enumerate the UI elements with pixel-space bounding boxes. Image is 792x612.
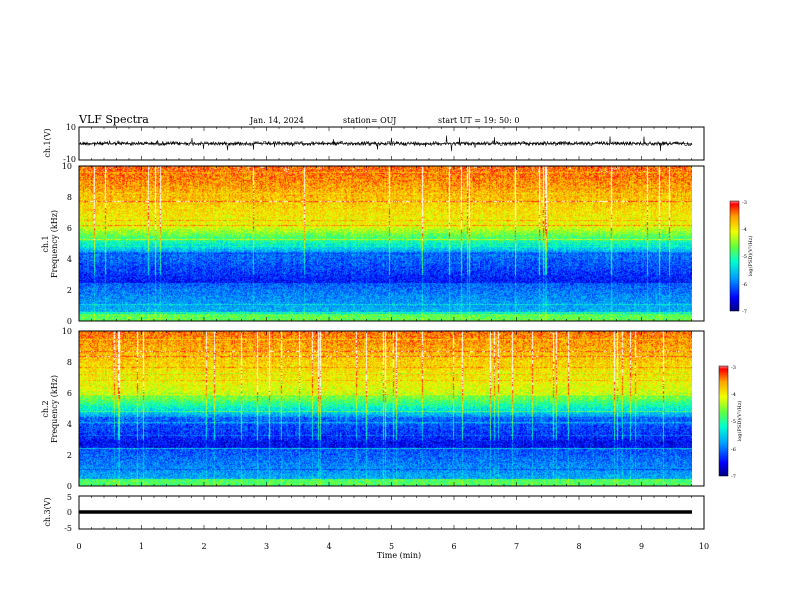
xtick-5: 5 [389, 542, 394, 551]
x-axis-title: Time (min) [377, 551, 421, 560]
ch1-waveform-panel: 10 -10 ch.1(V) [43, 123, 705, 164]
ch2-cb-tick-m4: -4 [731, 392, 736, 398]
ch1-freq-tick-0: 0 [67, 317, 72, 326]
figure-title: VLF Spectra [78, 113, 149, 126]
ch2-cb-tick-m6: -6 [731, 447, 736, 453]
xtick-7: 7 [514, 542, 519, 551]
ch1-ytick-top: 10 [66, 123, 76, 132]
ch1-channel-label: ch.1 [41, 235, 50, 252]
ch3-ylabel: ch.3(V) [43, 497, 52, 526]
ch2-freq-tick-4: 4 [67, 420, 72, 429]
ch1-cb-tick-m6: -6 [742, 282, 747, 288]
start-time-label: start UT = 19: 50: 0 [438, 116, 519, 125]
ch1-ylabel: ch.1(V) [43, 128, 52, 157]
ch2-freq-tick-10: 10 [62, 327, 72, 336]
xtick-6: 6 [451, 542, 456, 551]
xtick-9: 9 [639, 542, 644, 551]
ch2-colorbar-label: log(PSD)(V²/Hz) [736, 401, 743, 442]
ch3-ytick-top: 5 [67, 493, 72, 502]
ch1-trace [78, 135, 693, 152]
time-ticks [78, 127, 705, 529]
ch2-spectrogram-image [79, 331, 692, 486]
ch3-ytick-mid: 0 [67, 508, 72, 517]
ch3-waveform-panel: 5 0 -5 ch.3(V) [43, 493, 705, 533]
ch1-freq-tick-2: 2 [67, 286, 72, 295]
xtick-10: 10 [699, 542, 709, 551]
station-label: station= OUJ [343, 116, 396, 125]
ch2-colorbar [719, 366, 728, 476]
ch1-freq-tick-6: 6 [67, 224, 72, 233]
ch1-freq-tick-8: 8 [67, 193, 72, 202]
ch1-colorbar-frame [729, 200, 740, 312]
ch2-colorbar-frame [718, 365, 729, 477]
ch1-cb-tick-m3: -3 [742, 200, 747, 206]
ch2-freq-tick-6: 6 [67, 389, 72, 398]
xtick-0: 0 [76, 542, 81, 551]
xtick-2: 2 [201, 542, 206, 551]
ch1-cb-tick-m7: -7 [742, 309, 747, 315]
ch1-freq-label: Frequency (kHz) [50, 210, 59, 278]
ch1-freq-tick-10: 10 [62, 162, 72, 171]
ch1-spectrogram-image [79, 166, 692, 321]
ch3-ytick-bottom: -5 [64, 524, 72, 533]
ch1-colorbar [730, 201, 739, 311]
ch2-freq-tick-0: 0 [67, 482, 72, 491]
xtick-1: 1 [139, 542, 144, 551]
ch2-cb-tick-m5: -5 [731, 419, 736, 425]
xtick-4: 4 [326, 542, 331, 551]
ch2-channel-label: ch.2 [41, 400, 50, 417]
xtick-8: 8 [576, 542, 581, 551]
ch2-spectrogram-panel: 0 2 4 6 8 10 ch.2 Frequency (kHz) -3 -4 … [41, 327, 743, 491]
xtick-3: 3 [264, 542, 269, 551]
ch1-freq-tick-4: 4 [67, 255, 72, 264]
date-label: Jan. 14, 2024 [249, 116, 304, 125]
ch2-freq-tick-2: 2 [67, 451, 72, 460]
ch2-cb-tick-m3: -3 [731, 365, 736, 371]
ch1-colorbar-label: log(PSD)(V²/Hz) [747, 236, 754, 277]
ch1-spectrogram-panel: 0 2 4 6 8 10 ch.1 Frequency (kHz) -3 -4 … [41, 162, 754, 326]
ch2-cb-tick-m7: -7 [731, 474, 736, 480]
ch2-freq-tick-8: 8 [67, 358, 72, 367]
x-axis-labels: 0 1 2 3 4 5 6 7 8 9 10 Time (min) [76, 542, 709, 560]
ch2-freq-label: Frequency (kHz) [50, 375, 59, 443]
ch1-cb-tick-m5: -5 [742, 254, 747, 260]
ch1-spec-yticks: 0 2 4 6 8 10 [62, 162, 72, 326]
ch1-cb-tick-m4: -4 [742, 227, 747, 233]
ch2-spec-yticks: 0 2 4 6 8 10 [62, 327, 72, 491]
ch1-ytick-bottom: -10 [63, 155, 76, 164]
